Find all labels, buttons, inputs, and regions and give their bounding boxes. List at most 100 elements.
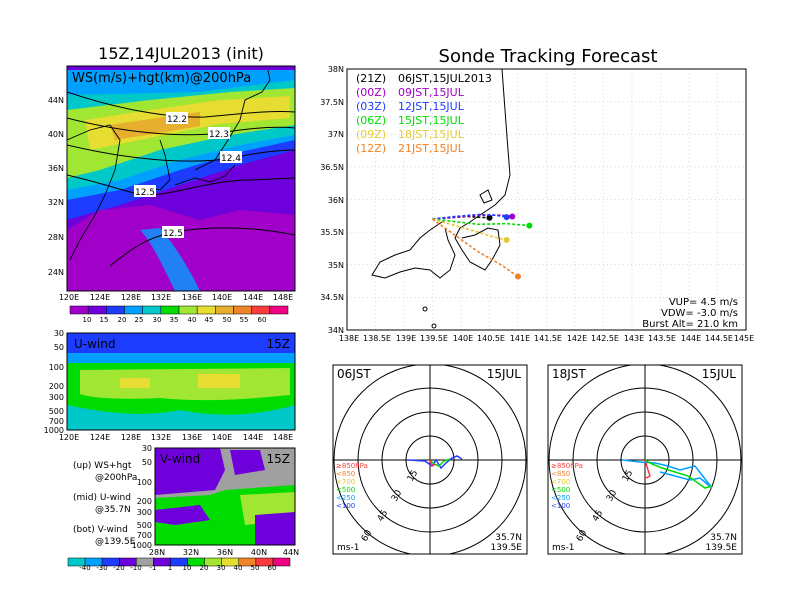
v-purple-east xyxy=(255,512,295,545)
legend-text: 06JST,15JUL2013 xyxy=(398,72,492,85)
level-label: <700 xyxy=(551,478,570,486)
lon-tick: 132E xyxy=(151,433,171,442)
colorbar-cell xyxy=(251,305,271,315)
track-line xyxy=(432,213,507,220)
contour-label: 12.5 xyxy=(135,188,155,198)
lat-tick: 40N xyxy=(251,548,267,557)
main-coastline xyxy=(371,69,511,329)
contour-label: 12.5 xyxy=(163,229,183,239)
lon-tick: 139E xyxy=(396,334,416,343)
v-lat-axis: 28N 32N 36N 40N 44N xyxy=(149,548,299,557)
legend-code: (00Z) xyxy=(356,86,386,99)
lon-tick: 128E xyxy=(121,293,141,302)
lat-tick: 35.5N xyxy=(320,228,344,237)
colorbar-tick: -30 xyxy=(96,564,107,572)
colorbar-tick: 20 xyxy=(200,564,209,572)
track-landing-point xyxy=(526,222,533,229)
hodograph-06jst xyxy=(333,365,527,554)
legend-code: (03Z) xyxy=(356,100,386,113)
lon-tick: 140.5E xyxy=(477,334,505,343)
u-panel-label: U-wind xyxy=(74,337,115,351)
lat-tick: 36N xyxy=(48,164,64,173)
lat-tick: 28N xyxy=(48,233,64,242)
contour-label-bg xyxy=(208,127,230,139)
legend-text: 18JST,15JUL xyxy=(398,128,465,141)
lon-tick: 124E xyxy=(90,293,110,302)
hodo-title: 06JST xyxy=(337,367,371,381)
note-line: (up) WS+hgt xyxy=(73,461,132,471)
island xyxy=(431,323,437,329)
lat-tick: 35N xyxy=(328,261,344,270)
pressure-tick: 700 xyxy=(49,417,64,426)
pressure-tick: 500 xyxy=(49,407,64,416)
main-frame xyxy=(346,68,747,331)
hodo-trace-mid xyxy=(429,458,451,467)
v-purple-patch xyxy=(155,505,210,525)
lon-tick: 145E xyxy=(734,334,754,343)
v-pressure-axis: 30 50 100 200 300 500 700 1000 xyxy=(132,444,152,550)
pressure-tick: 1000 xyxy=(132,541,152,550)
colorbar-tick: 30 xyxy=(153,316,162,324)
ring-label: 45 xyxy=(591,509,605,524)
note-line: (bot) V-wind xyxy=(73,525,128,535)
lon-tick: 140E xyxy=(212,433,232,442)
u-yellow-core xyxy=(120,378,150,388)
ring-label: 15 xyxy=(621,469,635,484)
lon-tick: 140E xyxy=(453,334,473,343)
legend-code: (09Z) xyxy=(356,128,386,141)
pressure-tick: 200 xyxy=(137,497,152,506)
level-label: <700 xyxy=(336,478,355,486)
v-purple-top xyxy=(230,450,265,475)
main-title: Sonde Tracking Forecast xyxy=(439,46,658,67)
hodo-level-legend: ≥850hPa <850 <700 <500 <250 <100 xyxy=(336,462,368,510)
colorbar-tick: 40 xyxy=(234,564,243,572)
lon-tick: 132E xyxy=(151,293,171,302)
level-label: <100 xyxy=(336,502,355,510)
info-vup: VUP= 4.5 m/s xyxy=(669,297,738,308)
main-lat-axis: 38N 37.5N 37N 36.5N 36N 35.5N 35N 34.5N … xyxy=(320,65,344,335)
lon-tick: 138E xyxy=(339,334,359,343)
v-wind-section xyxy=(155,448,295,545)
ws-purple-south xyxy=(67,205,295,291)
lon-tick: 143E xyxy=(624,334,644,343)
colorbar-cell xyxy=(160,305,180,315)
u-pressure-axis: 30 50 100 200 300 500 700 1000 xyxy=(44,329,64,435)
pressure-tick: 100 xyxy=(137,478,152,487)
lon-tick: 144.5E xyxy=(705,334,733,343)
left-top-title: 15Z,14JUL2013 (init) xyxy=(98,44,264,63)
pressure-tick: 700 xyxy=(137,531,152,540)
pressure-tick: 1000 xyxy=(44,426,64,435)
colorbar-cell xyxy=(69,305,89,315)
hodo-units: ms-1 xyxy=(337,543,359,553)
colorbar-tick: -40 xyxy=(79,564,90,572)
main-lon-axis: 138E 138.5E 139E 139.5E 140E 140.5E 141E… xyxy=(339,334,754,343)
pressure-tick: 50 xyxy=(142,458,152,467)
hodo-level-legend: ≥850hPa <850 <700 <500 <250 <100 xyxy=(551,462,583,510)
hodo-units: ms-1 xyxy=(552,543,574,553)
colorbar-cell xyxy=(124,305,143,315)
main-grid xyxy=(347,69,746,330)
pressure-tick: 200 xyxy=(49,382,64,391)
track-line xyxy=(432,218,530,227)
lat-tick: 34N xyxy=(328,326,344,335)
lon-tick: 141E xyxy=(510,334,530,343)
colorbar-cell xyxy=(272,557,291,567)
ring-label: 15 xyxy=(406,469,420,484)
lat-tick: 36.5N xyxy=(320,163,344,172)
colorbar-tick: -1 xyxy=(150,564,157,572)
u-mid-band xyxy=(67,353,295,363)
korea-coastline xyxy=(149,139,171,191)
lon-tick: 144E xyxy=(681,334,701,343)
japan-coastline xyxy=(194,69,271,171)
lat-tick: 44N xyxy=(48,96,64,105)
colorbar-tick: 60 xyxy=(268,564,277,572)
ring-label: 45 xyxy=(376,509,390,524)
level-label: <500 xyxy=(336,486,355,494)
lat-tick: 34.5N xyxy=(320,293,344,302)
colorbar-tick: 10 xyxy=(183,564,192,572)
pressure-tick: 100 xyxy=(49,363,64,372)
legend-text: 12JST,15JUL xyxy=(398,100,465,113)
colorbar-cell xyxy=(233,305,252,315)
colorbar-tick: 55 xyxy=(240,316,249,324)
ws-jet-stream-south xyxy=(140,228,200,291)
